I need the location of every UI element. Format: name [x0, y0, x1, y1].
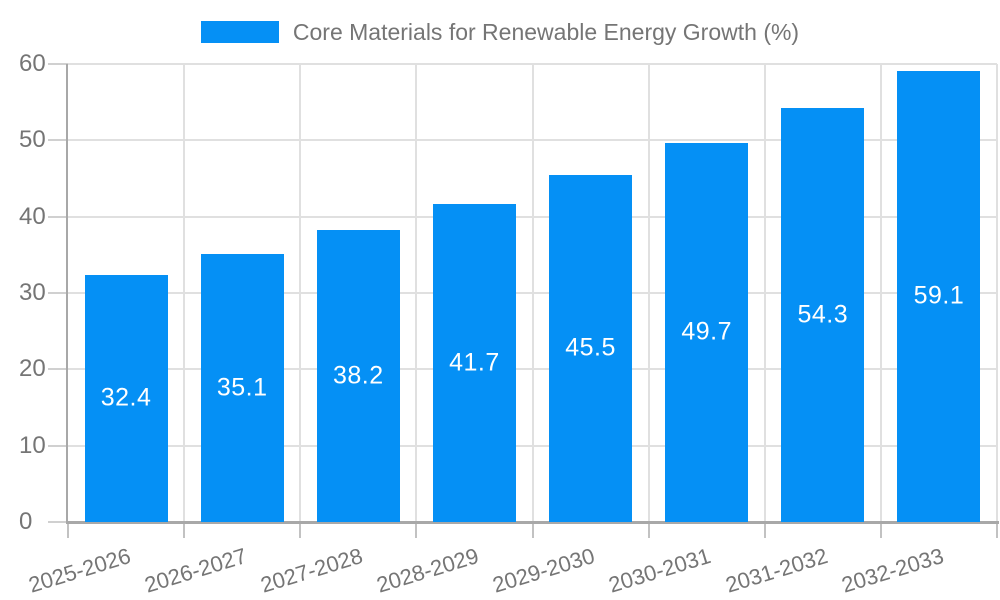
x-gridline: [183, 64, 186, 522]
bar-value-label: 59.1: [913, 281, 965, 310]
bar-2027-2028[interactable]: 38.2: [316, 230, 400, 522]
y-axis-label: 30: [19, 279, 46, 306]
y-tick-mark: [48, 139, 68, 142]
y-axis-label: 60: [19, 50, 46, 77]
y-axis-label: 20: [19, 355, 46, 383]
x-axis-line: [66, 521, 999, 524]
legend-swatch: [200, 21, 279, 43]
bar-value-label: 54.3: [797, 300, 849, 329]
bar-2032-2033[interactable]: 59.1: [897, 70, 981, 522]
y-tick-mark: [48, 521, 68, 523]
x-gridline: [763, 64, 766, 522]
x-gridline: [996, 64, 998, 522]
x-tick-mark: [647, 524, 650, 538]
legend-label: Core Materials for Renewable Energy Grow…: [292, 18, 800, 45]
bar-value-label: 49.7: [681, 317, 733, 346]
y-tick-mark: [48, 292, 68, 294]
x-tick-mark: [67, 524, 69, 538]
y-axis-line: [66, 64, 68, 524]
bar-value-label: 32.4: [100, 383, 152, 412]
bar-2030-2031[interactable]: 49.7: [665, 142, 749, 522]
x-axis-label: 2025-2026: [25, 543, 134, 598]
x-tick-mark: [996, 524, 998, 538]
bar-value-label: 41.7: [449, 348, 500, 377]
bar-2028-2029[interactable]: 41.7: [432, 203, 516, 522]
x-tick-mark: [299, 524, 302, 538]
x-axis-label: 2031-2032: [722, 543, 831, 598]
bar-2029-2030[interactable]: 45.5: [549, 174, 633, 522]
chart-legend[interactable]: Core Materials for Renewable Energy Grow…: [0, 13, 1000, 51]
bar-value-label: 38.2: [332, 361, 384, 390]
x-tick-mark: [531, 524, 534, 538]
y-axis-label: 40: [19, 202, 46, 230]
x-axis-label: 2030-2031: [606, 543, 714, 598]
x-axis-label: 2032-2033: [838, 543, 947, 598]
y-axis-label: 0: [19, 508, 33, 535]
y-tick-mark: [48, 368, 68, 371]
bar-value-label: 35.1: [216, 373, 268, 402]
x-gridline: [879, 64, 882, 522]
x-gridline: [299, 64, 302, 522]
y-axis-label: 50: [19, 126, 46, 154]
x-axis-label: 2026-2027: [141, 543, 250, 598]
x-gridline: [531, 64, 534, 522]
x-axis-label: 2027-2028: [257, 543, 366, 598]
x-tick-mark: [879, 524, 882, 538]
x-gridline: [647, 64, 650, 522]
bar-2031-2032[interactable]: 54.3: [781, 107, 865, 522]
bar-2026-2027[interactable]: 35.1: [200, 254, 284, 522]
x-gridline: [415, 64, 418, 522]
x-axis-label: 2029-2030: [489, 543, 598, 598]
bar-value-label: 45.5: [565, 333, 616, 362]
y-tick-mark: [48, 63, 68, 65]
x-axis-label: 2028-2029: [373, 543, 482, 598]
x-tick-mark: [415, 524, 418, 538]
y-tick-mark: [48, 444, 68, 447]
x-tick-mark: [183, 524, 186, 538]
y-tick-mark: [48, 215, 68, 218]
x-tick-mark: [763, 524, 766, 538]
y-axis-label: 10: [19, 431, 46, 459]
bar-2025-2026[interactable]: 32.4: [84, 274, 168, 522]
